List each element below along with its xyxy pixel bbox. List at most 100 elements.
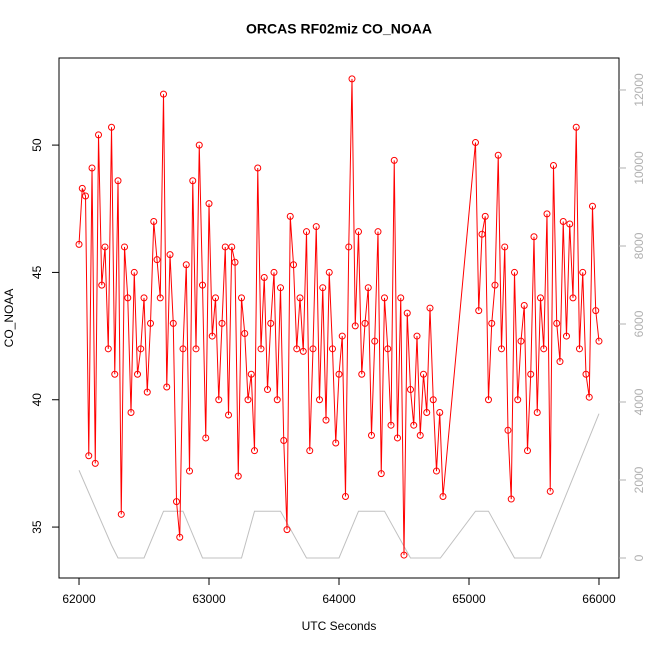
point (514, 396, 522, 404)
point (351, 322, 359, 330)
point (426, 304, 434, 312)
point (406, 386, 414, 394)
point (520, 302, 528, 310)
point (111, 370, 119, 378)
point (374, 228, 382, 236)
point (160, 90, 168, 98)
point (78, 184, 86, 192)
point (549, 161, 557, 169)
point (218, 319, 226, 327)
point (507, 495, 515, 503)
point (296, 294, 304, 302)
point (484, 396, 492, 404)
point (384, 345, 392, 353)
point (108, 123, 116, 131)
point (345, 243, 353, 251)
point (380, 294, 388, 302)
point (189, 177, 197, 185)
x-tick-label: 62000 (62, 592, 96, 606)
point (98, 281, 106, 289)
point (475, 307, 483, 315)
point (195, 141, 203, 149)
y2-tick-label: 6000 (632, 310, 646, 337)
point (377, 470, 385, 478)
point (416, 431, 424, 439)
point (432, 467, 440, 475)
point (117, 510, 125, 518)
point (150, 217, 158, 225)
point (88, 164, 96, 172)
point (257, 345, 265, 353)
point (569, 294, 577, 302)
point (247, 370, 255, 378)
point (179, 345, 187, 353)
point (208, 332, 216, 340)
point (280, 436, 288, 444)
point (244, 396, 252, 404)
point (595, 337, 603, 345)
point (517, 337, 525, 345)
point (536, 294, 544, 302)
point (481, 212, 489, 220)
point (270, 268, 278, 276)
point (147, 319, 155, 327)
point (273, 396, 281, 404)
y-tick-label: 35 (30, 520, 44, 534)
point (176, 533, 184, 541)
point (501, 243, 509, 251)
point (143, 388, 151, 396)
point (341, 493, 349, 501)
point (254, 164, 262, 172)
point (316, 396, 324, 404)
point (238, 294, 246, 302)
point (91, 459, 99, 467)
point (497, 345, 505, 353)
y-axis-label: CO_NOAA (2, 289, 16, 348)
point (212, 294, 220, 302)
point (163, 383, 171, 391)
point (215, 396, 223, 404)
point (101, 243, 109, 251)
point (348, 75, 356, 83)
series-line (78, 78, 600, 556)
point (530, 233, 538, 241)
point (423, 408, 431, 416)
point (134, 370, 142, 378)
point (241, 330, 249, 338)
point (572, 123, 580, 131)
point (104, 345, 112, 353)
point (510, 268, 518, 276)
point (556, 358, 564, 366)
point (439, 493, 447, 501)
y-tick-label: 45 (30, 265, 44, 279)
point (559, 217, 567, 225)
point (303, 228, 311, 236)
point (182, 261, 190, 269)
point (488, 319, 496, 327)
point (582, 370, 590, 378)
point (231, 258, 239, 266)
point (277, 284, 285, 292)
point (491, 281, 499, 289)
point (140, 294, 148, 302)
point (585, 393, 593, 401)
point (410, 421, 418, 429)
point (130, 268, 138, 276)
point (504, 426, 512, 434)
point (137, 345, 145, 353)
x-tick-label: 66000 (582, 592, 616, 606)
point (283, 526, 291, 534)
point (413, 332, 421, 340)
point (202, 434, 210, 442)
point (286, 212, 294, 220)
point (471, 139, 479, 147)
point (325, 268, 333, 276)
series-line (78, 413, 600, 559)
point (403, 309, 411, 317)
point (387, 421, 395, 429)
point (127, 408, 135, 416)
point (290, 261, 298, 269)
y2-tick-label: 0 (632, 554, 646, 561)
point (566, 220, 574, 228)
